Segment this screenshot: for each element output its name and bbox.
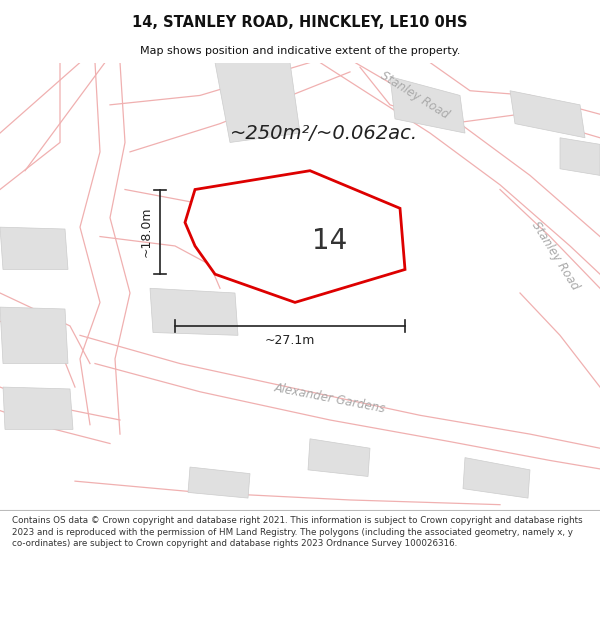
Polygon shape [270, 185, 350, 232]
Polygon shape [215, 62, 300, 142]
Text: Map shows position and indicative extent of the property.: Map shows position and indicative extent… [140, 46, 460, 56]
Polygon shape [185, 171, 405, 302]
Text: Contains OS data © Crown copyright and database right 2021. This information is : Contains OS data © Crown copyright and d… [12, 516, 583, 548]
Polygon shape [390, 77, 465, 133]
Text: ~27.1m: ~27.1m [265, 334, 315, 348]
Polygon shape [560, 138, 600, 176]
Text: ~18.0m: ~18.0m [139, 207, 152, 257]
Polygon shape [3, 387, 73, 429]
Polygon shape [308, 439, 370, 476]
Polygon shape [510, 91, 585, 138]
Polygon shape [150, 288, 238, 336]
Text: Stanley Road: Stanley Road [529, 219, 581, 292]
Polygon shape [0, 307, 68, 364]
Text: Alexander Gardens: Alexander Gardens [273, 381, 387, 416]
Polygon shape [188, 467, 250, 498]
Polygon shape [463, 458, 530, 498]
Text: Stanley Road: Stanley Road [379, 69, 452, 122]
Text: 14, STANLEY ROAD, HINCKLEY, LE10 0HS: 14, STANLEY ROAD, HINCKLEY, LE10 0HS [132, 16, 468, 31]
Text: ~250m²/~0.062ac.: ~250m²/~0.062ac. [230, 124, 418, 142]
Polygon shape [0, 227, 68, 269]
Text: 14: 14 [313, 228, 347, 255]
